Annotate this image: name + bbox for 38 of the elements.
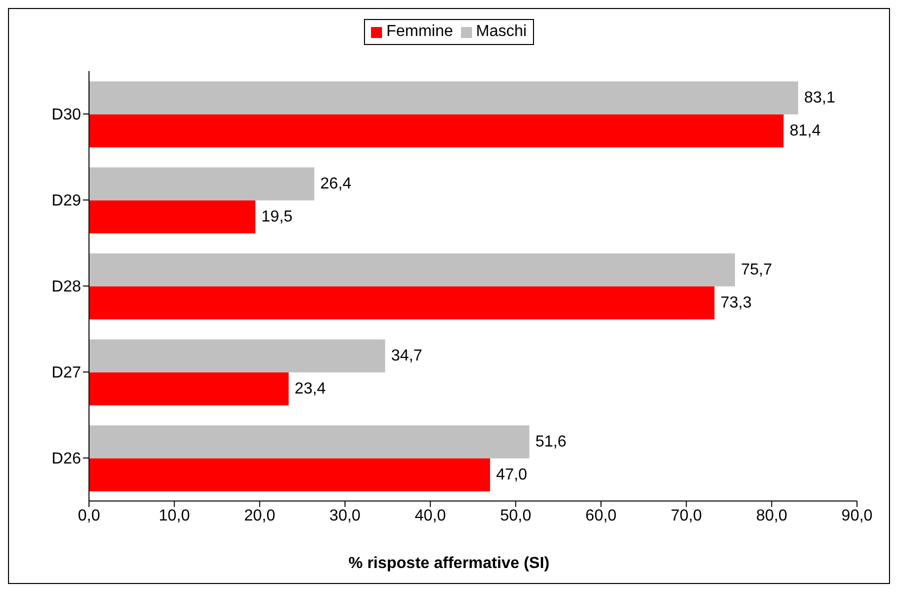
- bar: [89, 167, 314, 200]
- data-label: 47,0: [496, 466, 528, 484]
- x-tick-label: 80,0: [756, 507, 788, 524]
- x-tick-label: 70,0: [670, 507, 702, 524]
- x-tick-label: 20,0: [244, 507, 276, 524]
- data-label: 81,4: [790, 122, 821, 140]
- bar: [89, 200, 256, 234]
- y-tick-label: D30: [52, 106, 82, 124]
- x-tick-label: 10,0: [158, 507, 190, 524]
- bar: [89, 286, 714, 320]
- x-tick-label: 0,0: [78, 507, 100, 524]
- x-tick-label: 60,0: [585, 507, 617, 524]
- data-label: 23,4: [294, 380, 326, 398]
- bar: [89, 253, 735, 286]
- bar: [89, 458, 490, 492]
- bar: [89, 372, 289, 406]
- y-tick-label: D29: [52, 192, 82, 210]
- data-label: 83,1: [804, 89, 836, 106]
- data-label: 73,3: [720, 294, 752, 312]
- data-label: 51,6: [535, 433, 567, 450]
- bar: [89, 81, 798, 114]
- data-label: 34,7: [391, 347, 422, 364]
- x-tick-label: 50,0: [500, 507, 532, 524]
- y-tick-label: D28: [52, 278, 82, 296]
- x-tick-label: 40,0: [414, 507, 446, 524]
- legend-label: Maschi: [476, 23, 527, 41]
- data-label: 19,5: [261, 208, 293, 226]
- x-tick-label: 30,0: [329, 507, 361, 524]
- bar: [89, 114, 784, 148]
- bar: [89, 425, 530, 458]
- y-tick-label: D27: [52, 364, 82, 382]
- data-label: 75,7: [740, 261, 772, 278]
- legend-label: Femmine: [386, 23, 453, 41]
- x-axis-title: % risposte affermative (SI): [348, 555, 550, 573]
- data-label: 26,4: [320, 175, 352, 192]
- x-tick-label: 90,0: [841, 507, 873, 524]
- bar: [89, 339, 386, 372]
- y-tick-label: D26: [52, 450, 82, 468]
